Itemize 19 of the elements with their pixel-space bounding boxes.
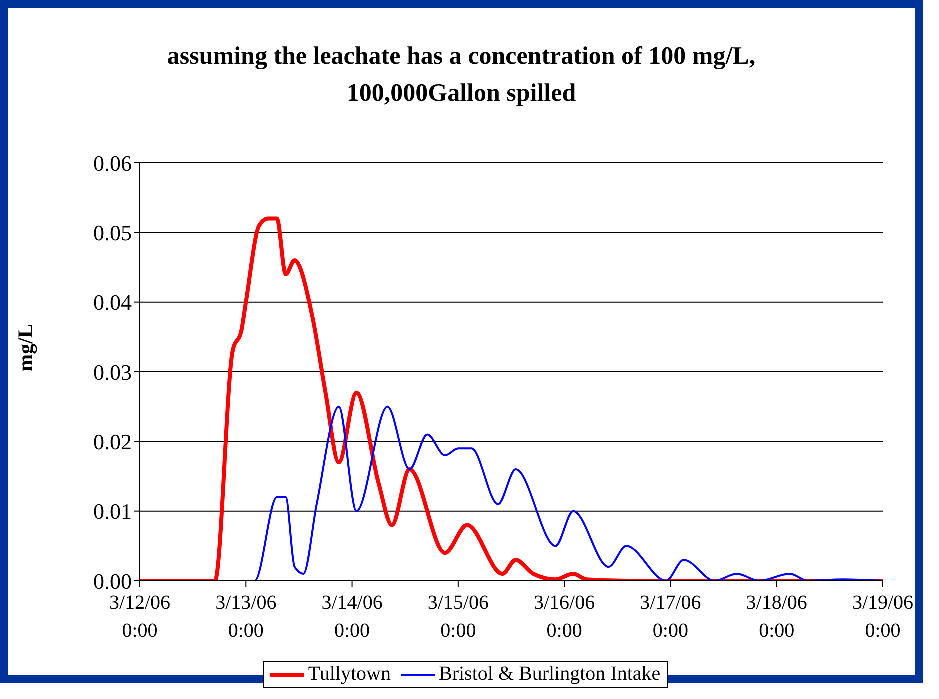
y-axis-title: mg/L [14,324,38,372]
y-tick-label: 0.02 [94,429,132,454]
y-tick-label: 0.04 [94,290,132,316]
chart-title: assuming the leachate has a concentration of 100 mg/L, 100,000Gallon spilled [166,42,757,109]
y-tick-label: 0.01 [94,499,132,524]
y-tick-label: 0.03 [94,360,132,385]
y-tick-label: 0.00 [94,568,132,594]
x-tick-label: 3/15/06 0:00 [428,592,489,642]
legend-label: Bristol & Burlington Intake [438,663,661,686]
y-tick-label: 0.05 [94,220,132,246]
x-tick-label: 3/17/06 0:00 [640,592,702,642]
legend-label: Tullytown [308,663,391,686]
x-tick-label: 3/14/06 0:00 [322,592,383,642]
x-tick-label: 3/18/06 0:00 [746,592,808,642]
x-tick-label: 3/12/06 0:00 [109,592,171,642]
y-tick-label: 0.06 [94,150,132,176]
x-tick-label: 3/13/06 0:00 [216,592,277,642]
x-tick-label: 3/16/06 0:00 [534,592,596,642]
x-tick-label: 3/19/06 0:00 [852,592,914,642]
